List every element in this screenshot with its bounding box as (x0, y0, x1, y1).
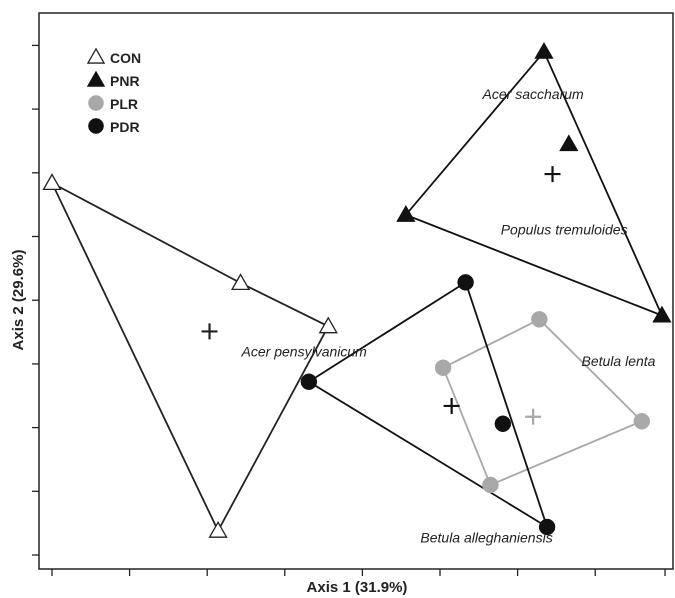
species-label-betula-lenta: Betula lenta (582, 353, 656, 369)
x-axis-ticks (51, 569, 666, 576)
species-label-acer-pensylvanicum: Acer pensylvanicum (241, 343, 368, 359)
point-plr-3 (633, 412, 651, 430)
species-label-acer-saccharum: Acer saccharum (482, 86, 584, 102)
species-label-populus-tremuloides: Populus tremuloides (501, 222, 628, 238)
legend-marker-con (86, 47, 106, 64)
plot-frame (38, 12, 674, 570)
point-pnr-4 (559, 134, 579, 152)
point-pnr-1 (534, 41, 554, 59)
centroid-layer (201, 166, 561, 425)
x-axis-title: Axis 1 (31.9%) (307, 579, 408, 596)
legend-label-pnr: PNR (110, 73, 140, 89)
legend-label-pdr: PDR (110, 119, 140, 135)
point-pdr-1 (457, 274, 474, 291)
hull-layer (50, 50, 664, 533)
point-pnr-2 (396, 205, 416, 222)
point-con-2 (230, 273, 251, 291)
hull-pdr (307, 280, 549, 530)
centroid-con (201, 323, 218, 340)
legend-marker-plr (88, 95, 104, 111)
species-label-betula-alleghaniensis: Betula alleghaniensis (420, 529, 552, 545)
centroid-pnr (544, 166, 561, 183)
centroid-plr (525, 408, 542, 425)
point-plr-2 (434, 359, 452, 376)
legend: CON PNR PLR PDR (86, 47, 141, 135)
centroid-pdr (443, 397, 460, 414)
legend-marker-pdr (88, 118, 104, 134)
point-plr-4 (482, 476, 499, 494)
species-label-layer: Acer saccharum Populus tremuloides Acer pe… (241, 86, 656, 545)
hull-plr (441, 318, 644, 487)
point-pdr-4 (494, 415, 512, 433)
legend-marker-pnr (86, 70, 106, 87)
point-con-3 (318, 316, 338, 334)
point-con-1 (42, 173, 62, 191)
point-pdr-3 (538, 518, 556, 536)
point-con-4 (208, 520, 228, 538)
legend-label-con: CON (110, 50, 141, 66)
legend-label-plr: PLR (110, 96, 138, 112)
y-axis-ticks (32, 44, 39, 556)
y-axis-title: Axis 2 (29.6%) (10, 250, 27, 351)
point-layer (42, 41, 672, 538)
point-plr-1 (531, 311, 548, 328)
hull-pnr (404, 50, 664, 318)
point-pdr-2 (300, 373, 318, 390)
point-pnr-3 (652, 305, 672, 323)
